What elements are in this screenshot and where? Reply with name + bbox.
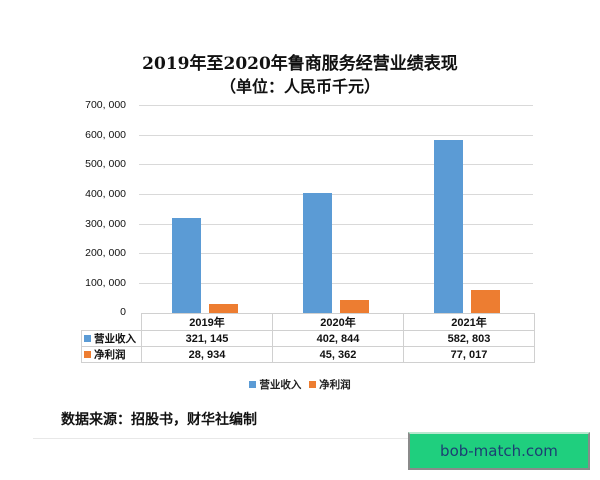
revenue-swatch-icon xyxy=(249,381,257,388)
category-label: 2019年 xyxy=(141,313,273,331)
source-note: 数据来源：招股书，财华社编制 xyxy=(61,412,257,428)
category-label: 2020年 xyxy=(272,313,404,331)
chart-subtitle: （单位：人民币千元） xyxy=(219,77,380,96)
table-cell: 45, 362 xyxy=(272,346,404,363)
bar-profit xyxy=(471,290,501,313)
profit-swatch-icon xyxy=(309,381,317,388)
gridline xyxy=(139,194,533,195)
data-table: 2019年 2020年 2021年 营业收入 321, 145 402, 844… xyxy=(81,313,535,363)
revenue-swatch-icon xyxy=(84,335,91,342)
table-header-row: 2019年 2020年 2021年 xyxy=(81,313,535,331)
table-cell: 77, 017 xyxy=(403,346,535,363)
y-tick: 500, 000 xyxy=(85,158,126,170)
gridline xyxy=(139,105,533,106)
divider xyxy=(33,438,413,439)
y-tick: 200, 000 xyxy=(85,247,126,259)
bar-revenue xyxy=(171,217,201,313)
legend: 营业收入 净利润 xyxy=(0,377,600,392)
y-tick: 700, 000 xyxy=(85,99,126,111)
table-cell: 28, 934 xyxy=(141,346,273,363)
series-label: 营业收入 xyxy=(94,333,136,345)
gridline xyxy=(139,224,533,225)
watermark-text: bob-match.com xyxy=(440,442,558,460)
table-cell: 321, 145 xyxy=(141,330,273,347)
y-tick: 300, 000 xyxy=(85,218,126,230)
category-label: 2021年 xyxy=(403,313,535,331)
gridline xyxy=(139,253,533,254)
table-cell: 402, 844 xyxy=(272,330,404,347)
gridline xyxy=(139,164,533,165)
gridline xyxy=(139,283,533,284)
watermark-badge: bob-match.com xyxy=(408,432,590,470)
bar-profit xyxy=(339,299,369,313)
y-tick: 600, 000 xyxy=(85,129,126,141)
table-cell: 582, 803 xyxy=(403,330,535,347)
y-tick: 400, 000 xyxy=(85,188,126,200)
bar-revenue xyxy=(434,139,464,313)
legend-item-revenue: 营业收入 xyxy=(249,379,301,391)
table-row: 营业收入 321, 145 402, 844 582, 803 xyxy=(81,330,535,347)
bar-revenue xyxy=(302,193,332,313)
table-row: 净利润 28, 934 45, 362 77, 017 xyxy=(81,346,535,363)
y-tick: 100, 000 xyxy=(85,277,126,289)
profit-swatch-icon xyxy=(84,351,91,358)
chart-title: 2019年至2020年鲁商服务经营业绩表现 xyxy=(142,54,458,74)
gridline xyxy=(139,135,533,136)
bar-profit xyxy=(208,304,238,313)
series-label: 净利润 xyxy=(94,349,126,361)
legend-item-profit: 净利润 xyxy=(309,379,351,391)
y-tick: 0 xyxy=(120,306,126,318)
